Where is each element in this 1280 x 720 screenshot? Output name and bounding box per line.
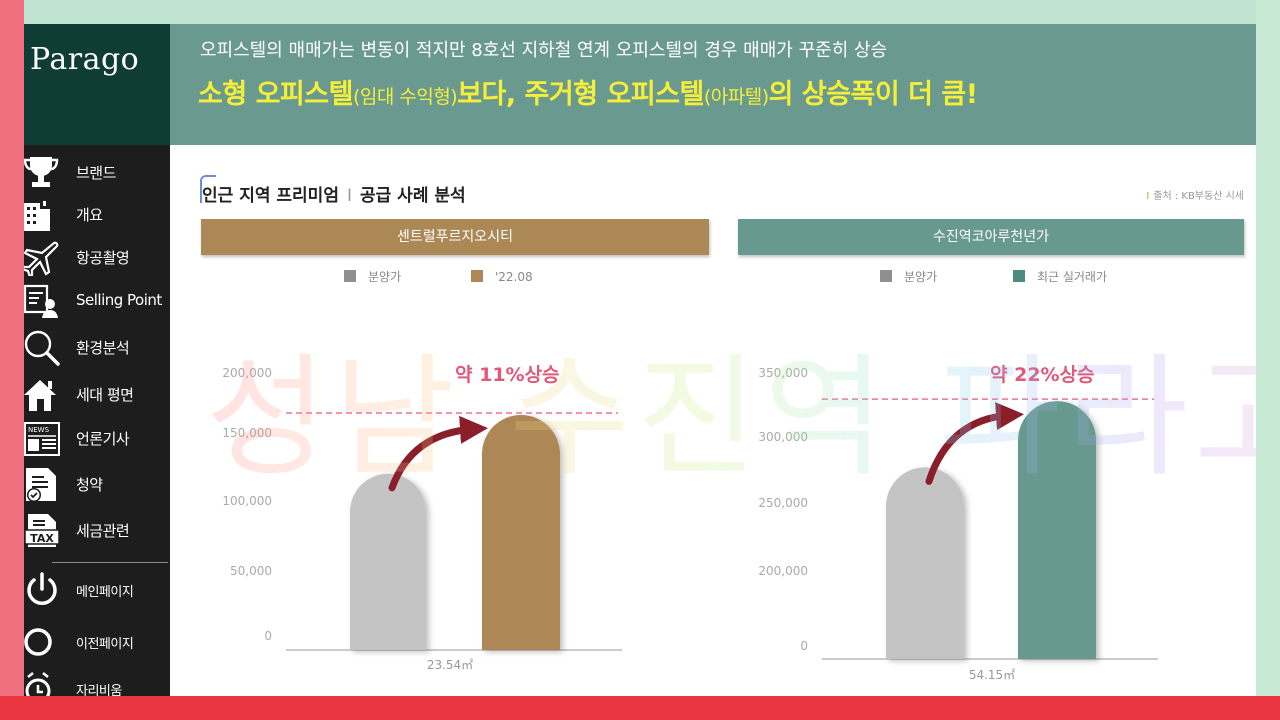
y-tick-label: 0 xyxy=(264,629,272,643)
sidebar-item-previous-page[interactable]: 이전페이지 xyxy=(24,622,170,662)
legend-swatch xyxy=(1012,270,1025,282)
y-tick-label: 0 xyxy=(800,639,808,653)
document-check-icon xyxy=(26,468,56,502)
tax-icon-text: TAX xyxy=(30,532,54,545)
section-title-separator: I xyxy=(346,186,352,206)
sidebar-item-label: 개요 xyxy=(76,206,103,224)
legend-label: '22.08 xyxy=(494,270,533,284)
power-icon xyxy=(27,572,57,605)
x-category-label: 23.54㎡ xyxy=(427,658,473,672)
increase-arrow xyxy=(925,402,1024,485)
headline-summary: 오피스텔의 매매가는 변동이 적지만 8호선 지하철 연계 오피스텔의 경우 매… xyxy=(200,40,888,61)
section-title: 인근 지역 프리미엄 I 공급 사례 분석 xyxy=(200,175,466,206)
sidebar-item-floorplan[interactable]: 세대 평면 xyxy=(24,375,170,415)
trophy-icon xyxy=(24,157,59,187)
sidebar-item-away[interactable]: 자리비움 xyxy=(24,669,170,696)
source-text: 출처 : KB부동산 시세 xyxy=(1153,191,1244,202)
legend-swatch xyxy=(344,270,356,282)
news-icon-text: NEWS xyxy=(28,426,50,434)
sidebar-item-label: 언론기사 xyxy=(76,430,130,448)
frame-right xyxy=(1256,0,1280,720)
bar-recent xyxy=(482,415,560,650)
y-tick-label: 50,000 xyxy=(230,564,272,578)
tax-icon: TAX xyxy=(24,514,60,547)
bar-recent xyxy=(1018,401,1096,659)
frame-top xyxy=(0,0,1280,24)
sidebar-item-subscription[interactable]: 청약 xyxy=(24,465,170,505)
magnifier-icon xyxy=(24,330,60,366)
legend-label: 분양가 xyxy=(904,270,938,284)
airplane-icon xyxy=(24,241,59,276)
chart2-title: 수진역코아루천년가 xyxy=(738,219,1244,255)
charts-canvas: 200,000 150,000 100,000 50,000 0 약 11%상승 23.54… xyxy=(222,364,1158,682)
source-note: I 출처 : KB부동산 시세 xyxy=(1146,191,1244,202)
y-tick-label: 150,000 xyxy=(222,426,272,440)
sidebar-divider xyxy=(52,562,168,563)
sidebar-item-environment[interactable]: 환경분석 xyxy=(24,328,170,368)
chart1-title: 센트럴푸르지오시티 xyxy=(201,219,709,255)
main-content: 인근 지역 프리미엄 I 공급 사례 분석 I 출처 : KB부동산 시세 센트럴푸르… xyxy=(170,145,1256,696)
sidebar-item-label: 세대 평면 xyxy=(76,386,134,404)
y-tick-label: 350,000 xyxy=(758,366,808,380)
sidebar-item-label: 자리비움 xyxy=(76,684,122,696)
sidebar-item-tax[interactable]: TAX 세금관련 xyxy=(24,511,170,551)
headline-part: 보다, 주거형 오피스텔 xyxy=(457,79,704,110)
sidebar-item-label: 브랜드 xyxy=(76,164,116,182)
sidebar-item-label: Selling Point xyxy=(76,291,162,309)
title-accent-bracket xyxy=(200,175,216,203)
y-tick-label: 200,000 xyxy=(222,366,272,380)
presentation-icon xyxy=(24,284,58,318)
sidebar-item-label: 이전페이지 xyxy=(76,637,134,652)
headline-part: 소형 오피스텔 xyxy=(198,79,353,110)
section-title-sub: 공급 사례 분석 xyxy=(359,186,466,206)
house-icon xyxy=(24,380,56,411)
headline-emphasis: 소형 오피스텔(임대 수익형)보다, 주거형 오피스텔(아파텔)의 상승폭이 더… xyxy=(198,72,978,111)
section-title-main: 인근 지역 프리미엄 xyxy=(202,186,339,206)
sidebar-item-label: 항공촬영 xyxy=(76,249,130,267)
sidebar-item-news[interactable]: NEWS 언론기사 xyxy=(24,419,170,459)
y-tick-label: 200,000 xyxy=(758,564,808,578)
increase-annotation: 약 22%상승 xyxy=(990,364,1095,386)
y-tick-label: 250,000 xyxy=(758,496,808,510)
sidebar-item-selling-point[interactable]: Selling Point xyxy=(24,282,170,322)
logo-area[interactable]: Parago xyxy=(24,24,170,145)
sidebar-item-brand[interactable]: 브랜드 xyxy=(24,153,170,193)
legend-label: 최근 실거래가 xyxy=(1036,270,1108,284)
brand-logo: Parago xyxy=(30,42,140,77)
chart1-legend: 분양가 '22.08 xyxy=(344,268,533,285)
legend-swatch xyxy=(470,270,483,282)
headline-part-small: (임대 수익형) xyxy=(352,86,458,108)
sidebar-item-label: 환경분석 xyxy=(76,339,130,357)
y-tick-label: 300,000 xyxy=(758,430,808,444)
chart2-legend: 분양가 최근 실거래가 xyxy=(880,268,1107,285)
sidebar-item-label: 청약 xyxy=(76,476,103,494)
back-circle-icon xyxy=(24,628,52,656)
legend-label: 분양가 xyxy=(368,270,402,284)
frame-left xyxy=(0,0,24,720)
header-banner: 오피스텔의 매매가는 변동이 적지만 8호선 지하철 연계 오피스텔의 경우 매… xyxy=(170,24,1256,145)
x-category-label: 54.15㎡ xyxy=(969,668,1015,682)
building-icon xyxy=(24,201,50,231)
sidebar-item-overview[interactable]: 개요 xyxy=(24,195,170,235)
frame-bottom xyxy=(0,696,1280,720)
sidebar-item-main-page[interactable]: 메인페이지 xyxy=(24,570,170,610)
legend-swatch xyxy=(880,270,892,282)
increase-arrow xyxy=(388,415,488,492)
bar-presale xyxy=(350,473,426,650)
increase-annotation: 약 11%상승 xyxy=(455,364,560,386)
newspaper-icon: NEWS xyxy=(24,422,60,456)
bar-presale xyxy=(886,467,964,659)
headline-part-small: (아파텔) xyxy=(703,86,769,108)
y-tick-label: 100,000 xyxy=(222,494,272,508)
sidebar-item-label: 메인페이지 xyxy=(76,585,134,600)
sidebar-item-aerial[interactable]: 항공촬영 xyxy=(24,238,170,278)
headline-part: 의 상승폭이 더 큼! xyxy=(768,79,978,110)
alarm-clock-icon xyxy=(25,672,51,696)
sidebar-item-label: 세금관련 xyxy=(76,522,130,540)
sidebar-nav: 브랜드 개요 항공촬영 Selling Point 환경분석 xyxy=(24,145,170,696)
